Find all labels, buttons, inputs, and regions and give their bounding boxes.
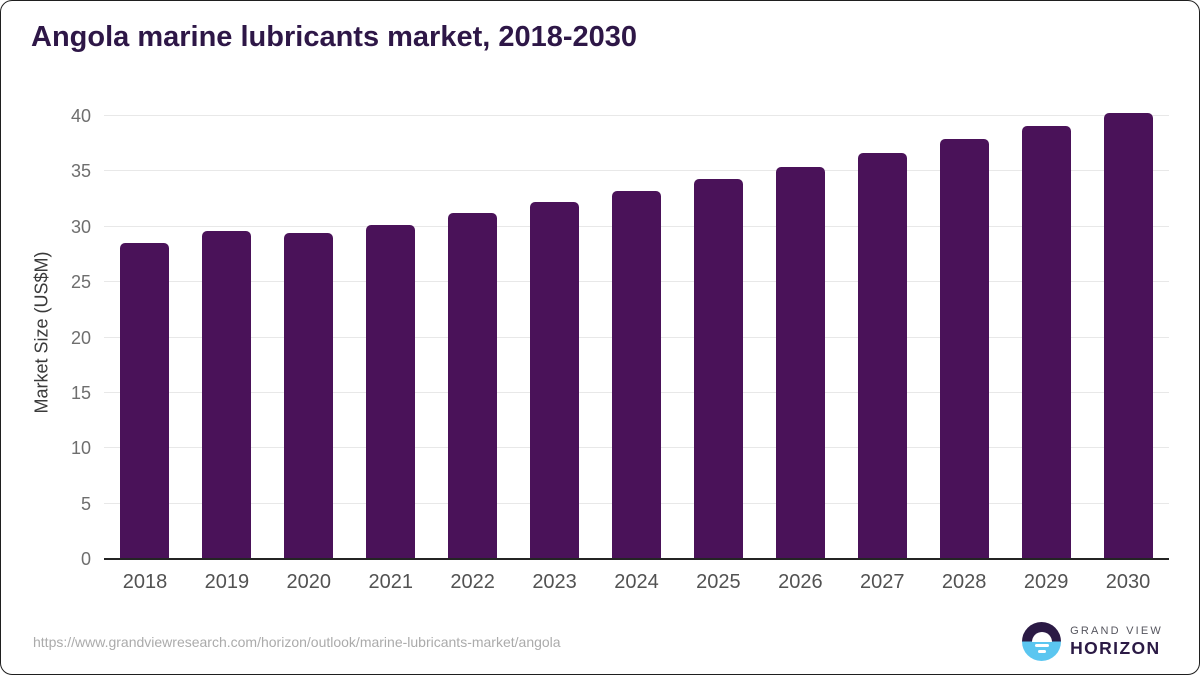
bar-cell-2025	[677, 105, 759, 559]
bar-2030	[1103, 112, 1153, 559]
bar-2025	[693, 179, 743, 559]
bar-cell-2021	[350, 105, 432, 559]
bar-2024	[611, 191, 661, 559]
x-tick-label-2028: 2028	[941, 571, 987, 593]
bar-2021	[366, 224, 416, 559]
bar-2018	[120, 243, 170, 559]
bar-cell-2028	[923, 105, 1005, 559]
bar-cell-2030	[1087, 105, 1169, 559]
x-tick-label-2023: 2023	[532, 571, 577, 593]
y-tick-label: 20	[70, 327, 91, 348]
source-url: https://www.grandviewresearch.com/horizo…	[33, 634, 561, 650]
y-tick-label: 35	[70, 161, 91, 182]
grand-view-horizon-logo: GRAND VIEW HORIZON	[1022, 622, 1163, 661]
bar-cell-2023	[514, 105, 596, 559]
logo-text-grand-view: GRAND VIEW	[1070, 624, 1163, 637]
bar-2023	[530, 202, 580, 559]
bar-cell-2029	[1005, 105, 1087, 559]
bars-row	[104, 105, 1169, 559]
bar-cell-2019	[186, 105, 268, 559]
x-tick-label-2021: 2021	[368, 571, 413, 593]
x-tick-label-2030: 2030	[1105, 571, 1151, 593]
y-tick-label: 25	[70, 272, 91, 293]
bar-2026	[775, 166, 825, 559]
gridline-35	[104, 170, 1169, 172]
y-tick-label: 40	[70, 106, 91, 126]
x-tick-label-2025: 2025	[696, 571, 741, 593]
y-tick-label: 0	[80, 549, 91, 569]
x-tick-label-2024: 2024	[614, 571, 659, 593]
x-tick-label-2029: 2029	[1023, 571, 1069, 593]
bar-2027	[857, 152, 907, 559]
sun-reflection-bar	[1037, 649, 1046, 653]
bar-2028	[939, 139, 989, 559]
x-axis-line	[104, 558, 1169, 560]
logo-text: GRAND VIEW HORIZON	[1070, 625, 1163, 659]
y-tick-label: 5	[80, 493, 91, 514]
bar-cell-2018	[104, 105, 186, 559]
x-axis-labels: 2018 2019 2020 2021 2022 2023 2024 2025 2026 2027…	[104, 571, 1169, 594]
y-tick-label: 15	[70, 382, 91, 403]
bar-cell-2027	[841, 105, 923, 559]
sun-shape	[1031, 631, 1052, 642]
chart-title: Angola marine lubricants market, 2018-20…	[31, 21, 638, 53]
x-tick-label-2018: 2018	[122, 571, 168, 593]
bar-cell-2026	[759, 105, 841, 559]
x-tick-label-2019: 2019	[204, 571, 250, 593]
bar-cell-2020	[268, 105, 350, 559]
y-tick-label: 30	[70, 216, 91, 237]
x-tick-label-2020: 2020	[286, 571, 332, 593]
x-tick-label-2022: 2022	[450, 571, 495, 593]
bar-2020	[284, 233, 334, 559]
plot-area: 0 5 10 15 20 25 30 35 40	[71, 105, 1169, 568]
gridline-40	[104, 115, 1169, 116]
x-tick-label-2026: 2026	[778, 571, 823, 593]
bar-2019	[202, 231, 252, 559]
x-tick-label-2027: 2027	[860, 571, 905, 593]
bar-2022	[448, 213, 498, 559]
logo-text-horizon: HORIZON	[1070, 637, 1161, 658]
bar-cell-2024	[596, 105, 678, 559]
bar-cell-2022	[432, 105, 514, 559]
y-tick-label: 10	[70, 438, 91, 459]
horizon-sun-icon	[1022, 622, 1062, 661]
bar-2029	[1021, 125, 1071, 559]
sun-reflection-bar	[1034, 644, 1049, 648]
